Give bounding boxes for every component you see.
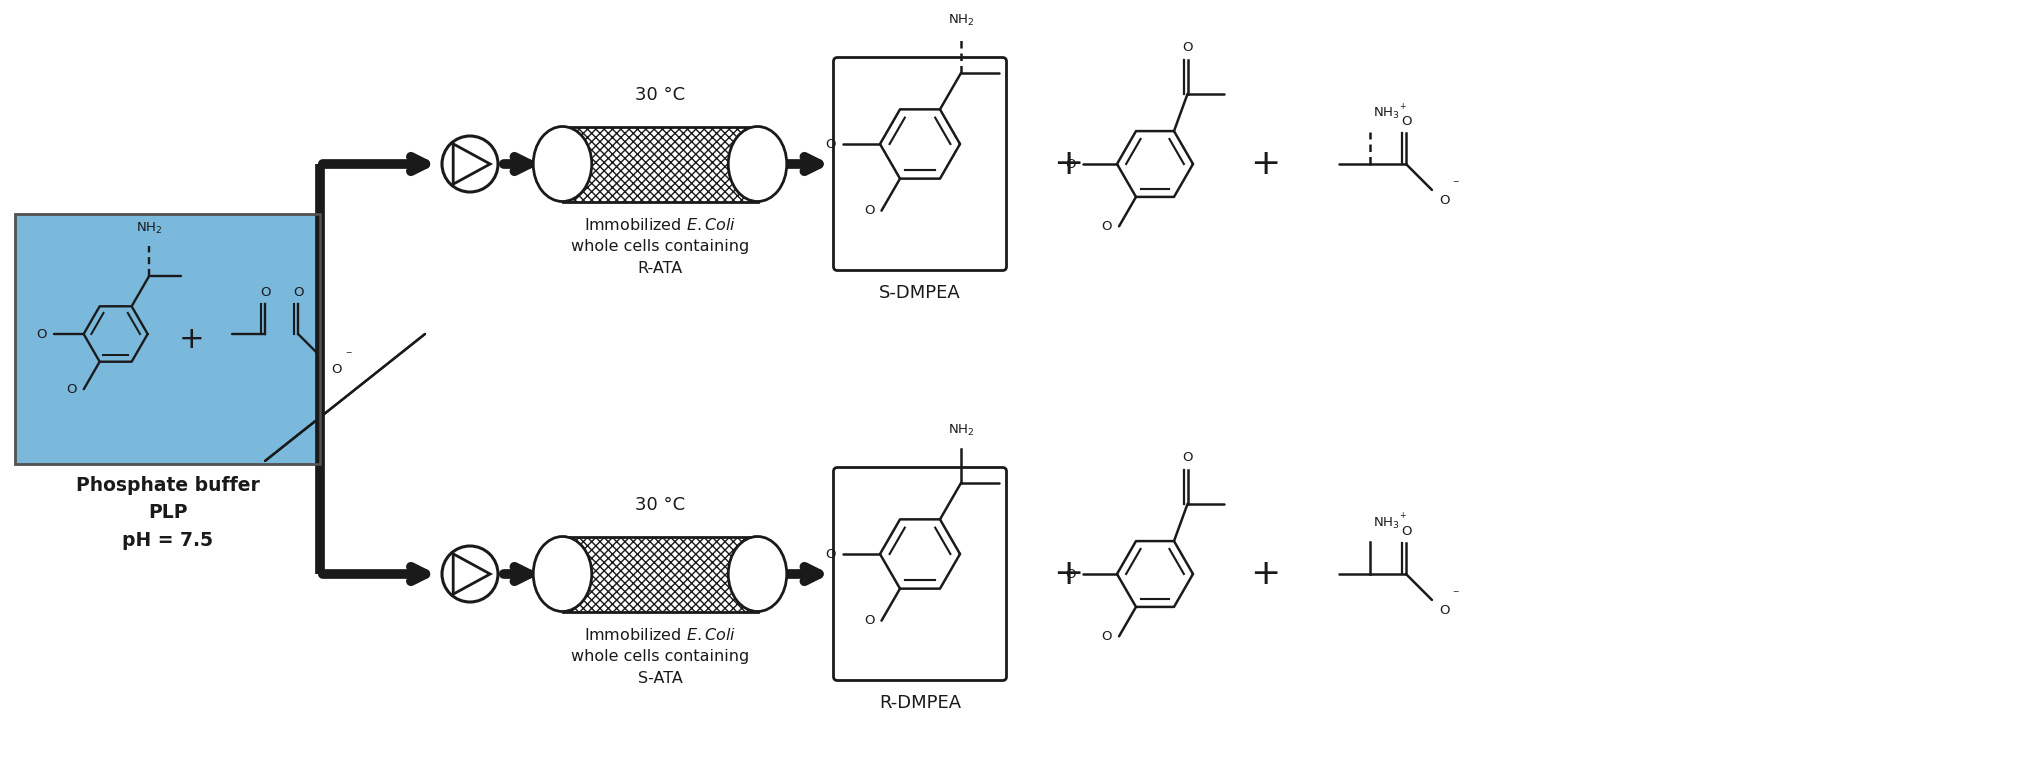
Text: O: O — [1101, 220, 1111, 233]
Text: O: O — [1183, 451, 1193, 465]
Ellipse shape — [533, 537, 592, 612]
Text: +: + — [1052, 147, 1083, 181]
Text: $^{-}$: $^{-}$ — [345, 350, 353, 360]
Text: O: O — [1066, 568, 1077, 581]
Ellipse shape — [533, 127, 592, 201]
Ellipse shape — [727, 537, 787, 612]
Bar — [562, 537, 758, 612]
Text: O: O — [259, 286, 270, 299]
Text: O: O — [331, 363, 341, 376]
Text: O: O — [825, 547, 836, 560]
Bar — [14, 214, 321, 464]
Text: NH$_2$: NH$_2$ — [137, 221, 163, 236]
Circle shape — [441, 546, 498, 602]
Text: O: O — [1183, 41, 1193, 54]
Text: O: O — [1438, 604, 1448, 617]
Circle shape — [441, 136, 498, 192]
Ellipse shape — [727, 127, 787, 201]
FancyBboxPatch shape — [834, 468, 1007, 681]
Text: O: O — [1101, 630, 1111, 643]
Text: O: O — [864, 614, 874, 627]
Text: +: + — [1052, 557, 1083, 591]
Text: 30 °C: 30 °C — [635, 496, 684, 515]
Text: O: O — [1401, 525, 1412, 538]
Text: NH$_2$: NH$_2$ — [948, 12, 975, 27]
Text: O: O — [37, 327, 47, 341]
Text: NH$_3$: NH$_3$ — [1373, 515, 1399, 531]
FancyBboxPatch shape — [834, 58, 1007, 270]
Text: NH$_2$: NH$_2$ — [948, 423, 975, 437]
Text: $^{+}$: $^{+}$ — [1399, 102, 1408, 112]
Text: +: + — [180, 325, 204, 354]
Bar — [14, 214, 321, 464]
Text: +: + — [1250, 557, 1281, 591]
Bar — [562, 537, 758, 612]
Bar — [562, 127, 758, 201]
Text: $^{-}$: $^{-}$ — [1453, 179, 1459, 189]
Text: 30 °C: 30 °C — [635, 87, 684, 105]
Bar — [562, 127, 758, 201]
Text: Immobilized $\it{E. Coli}$
whole cells containing
S-ATA: Immobilized $\it{E. Coli}$ whole cells c… — [570, 626, 750, 685]
Text: O: O — [864, 204, 874, 217]
Text: NH$_3$: NH$_3$ — [1373, 106, 1399, 121]
Text: O: O — [825, 137, 836, 150]
Text: O: O — [1401, 115, 1412, 128]
Text: O: O — [65, 383, 78, 395]
Text: +: + — [1250, 147, 1281, 181]
Text: Phosphate buffer
PLP
pH = 7.5: Phosphate buffer PLP pH = 7.5 — [76, 476, 259, 550]
Text: O: O — [1438, 194, 1448, 207]
Text: S-DMPEA: S-DMPEA — [878, 285, 960, 303]
Text: Immobilized $\it{E. Coli}$
whole cells containing
R-ATA: Immobilized $\it{E. Coli}$ whole cells c… — [570, 216, 750, 276]
Text: O: O — [292, 286, 302, 299]
Text: O: O — [1066, 158, 1077, 171]
Text: R-DMPEA: R-DMPEA — [878, 694, 960, 713]
Text: $^{-}$: $^{-}$ — [1453, 589, 1459, 599]
Text: $^{+}$: $^{+}$ — [1399, 512, 1408, 521]
